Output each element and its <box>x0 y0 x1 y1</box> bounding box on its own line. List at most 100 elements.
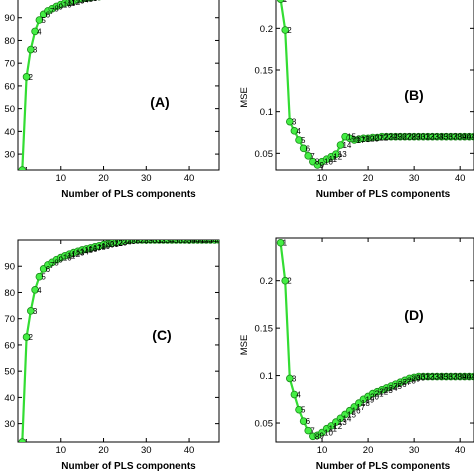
data-label: 15 <box>84 0 93 4</box>
data-label: 5 <box>41 16 46 25</box>
data-point <box>295 405 303 414</box>
data-label: 34 <box>435 373 444 382</box>
data-label: 25 <box>393 133 402 142</box>
data-label: 3 <box>33 307 38 316</box>
data-point <box>31 27 39 36</box>
data-point <box>22 333 31 341</box>
data-label: 29 <box>412 374 421 383</box>
y-tick-label: 40 <box>4 393 15 404</box>
data-label: 4 <box>37 27 42 36</box>
data-label: 14 <box>342 414 351 423</box>
data-label: 1 <box>24 438 29 447</box>
data-label: 20 <box>370 134 379 143</box>
panel-b: 10 20 30 40 0.05 0.1 0.15 0.2 Number of PLS comp… <box>239 0 474 200</box>
data-label: 23 <box>384 386 393 395</box>
data-label: 9 <box>58 2 63 11</box>
y-axis-label: MSE <box>239 335 250 356</box>
data-label: 24 <box>389 384 398 393</box>
data-label: 13 <box>338 150 347 159</box>
data-label: 40 <box>462 133 471 142</box>
data-label: 6 <box>46 265 51 274</box>
data-label: 22 <box>114 239 123 248</box>
data-label: 20 <box>106 241 115 250</box>
y-tick-label: 30 <box>4 419 15 430</box>
data-label: 23 <box>118 238 127 247</box>
data-point <box>22 73 31 81</box>
data-label: 28 <box>407 133 416 142</box>
data-label: 13 <box>76 249 85 258</box>
y-tick-label: 50 <box>4 367 15 378</box>
data-label: 18 <box>97 243 106 252</box>
data-label: 7 <box>50 7 55 16</box>
x-tick-label: 40 <box>184 445 195 456</box>
series-line <box>21 0 83 170</box>
data-label: 19 <box>101 0 110 2</box>
series-line <box>21 240 219 442</box>
x-tick-label: 40 <box>184 173 195 184</box>
data-label: 12 <box>71 0 80 7</box>
data-label: 8 <box>54 5 59 14</box>
data-point <box>286 374 294 383</box>
y-tick-label: 0.2 <box>260 276 273 287</box>
x-tick-label: 20 <box>363 445 374 456</box>
y-tick-label: 0.15 <box>255 66 274 77</box>
x-tick-label: 20 <box>98 173 109 184</box>
data-label: 9 <box>58 256 63 265</box>
data-label: 21 <box>375 390 384 399</box>
y-tick-label: 0.15 <box>255 324 274 335</box>
data-label: 14 <box>342 141 351 150</box>
data-label: 12 <box>71 250 80 259</box>
data-point <box>276 238 285 247</box>
data-label: 19 <box>365 134 374 143</box>
y-tick-label: 0.05 <box>255 149 274 160</box>
data-point <box>470 132 474 141</box>
data-label: 3 <box>33 46 38 55</box>
y-tick-label: 50 <box>4 104 15 115</box>
plot-frame <box>275 237 474 443</box>
data-label: 37 <box>448 373 457 382</box>
data-label: 27 <box>135 236 144 245</box>
data-point <box>83 0 90 2</box>
data-label: 21 <box>110 240 119 249</box>
x-tick-label: 20 <box>363 173 374 184</box>
data-label: 38 <box>453 133 462 142</box>
data-label: 8 <box>54 258 59 267</box>
x-axis-label: Number of PLS components <box>61 189 196 200</box>
data-label: 21 <box>375 134 384 143</box>
data-label: 33 <box>161 236 170 245</box>
data-label: 35 <box>439 373 448 382</box>
data-label: 33 <box>430 373 439 382</box>
y-tick-label: 90 <box>4 13 15 24</box>
data-label: 36 <box>174 236 183 245</box>
y-tick-label: 70 <box>4 59 15 70</box>
panel-a: 10 20 30 40 30 40 50 60 70 80 90 Number of PLS comp… <box>4 0 220 200</box>
x-axis-label: Number of PLS components <box>61 461 196 472</box>
data-label: 7 <box>310 152 315 161</box>
data-label: 22 <box>379 388 388 397</box>
data-label: 42 <box>200 236 209 245</box>
data-label: 28 <box>407 376 416 385</box>
data-point <box>299 417 308 425</box>
y-tick-label: 0.1 <box>260 371 273 382</box>
x-tick-label: 40 <box>455 445 466 456</box>
data-point <box>27 45 35 54</box>
data-label: 19 <box>101 242 110 251</box>
data-point <box>295 136 303 144</box>
series-group: 1234567891011121314151617181920212223242… <box>276 0 474 170</box>
data-label: 8 <box>315 432 320 441</box>
data-point <box>87 0 94 2</box>
data-label: 31 <box>421 133 430 142</box>
data-label: 15 <box>84 246 93 255</box>
data-label: 2 <box>287 277 292 286</box>
data-point <box>31 286 39 294</box>
data-label: 12 <box>333 153 342 162</box>
y-tick-label: 0.1 <box>260 107 273 118</box>
y-axis-label: MSE <box>239 87 250 108</box>
data-label: 11 <box>329 155 338 164</box>
data-label: 22 <box>379 134 388 143</box>
data-label: 39 <box>458 133 467 142</box>
x-tick-label: 10 <box>317 173 328 184</box>
data-label: 4 <box>296 127 301 136</box>
data-label: 5 <box>41 273 46 282</box>
data-label: 27 <box>402 378 411 387</box>
